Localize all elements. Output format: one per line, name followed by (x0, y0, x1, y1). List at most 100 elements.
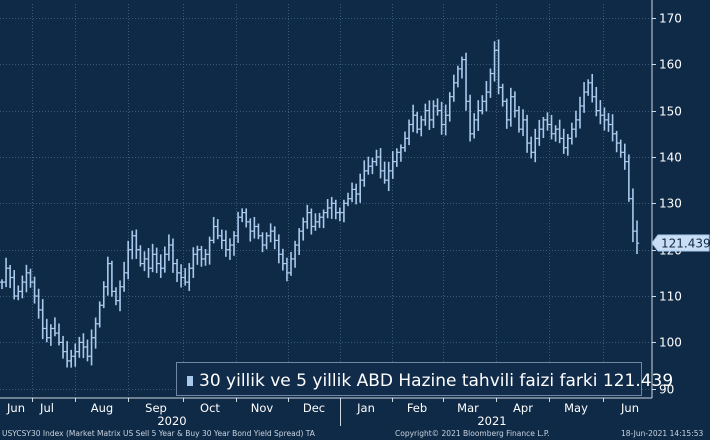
price-bar (590, 73, 595, 103)
price-bar (508, 87, 514, 127)
price-bar (463, 52, 469, 111)
price-bar (419, 115, 424, 137)
price-bar (362, 160, 367, 187)
price-bar (77, 336, 82, 358)
price-bar (187, 263, 192, 291)
price-bar (280, 248, 286, 271)
price-bar (410, 104, 416, 133)
price-bar (565, 134, 571, 156)
price-bar (366, 156, 371, 175)
price-bar (626, 154, 632, 202)
price-bar (272, 226, 277, 250)
y-tick-label: 160 (659, 58, 682, 72)
axis-layer: 90100110120130140150160170JunJulAugSepOc… (0, 0, 710, 428)
grid-layer (0, 4, 652, 398)
price-bar (142, 251, 147, 272)
footer-ticker-description: USYCSY30 Index (Market Matrix US Sell 5 … (2, 429, 315, 438)
price-bar (12, 270, 17, 300)
price-bar (549, 114, 554, 140)
price-bar (89, 329, 94, 366)
price-bar (207, 236, 212, 265)
price-bar (398, 144, 404, 162)
price-bar (64, 341, 70, 368)
price-bar (60, 335, 66, 359)
price-bar (130, 230, 135, 260)
footer-copyright: Copyright© 2021 Bloomberg Finance L.P. (395, 429, 550, 438)
price-bar (252, 216, 257, 239)
legend-value: 121.439 (602, 371, 674, 391)
price-bar (288, 251, 294, 276)
price-bar (68, 349, 74, 368)
price-bar (48, 324, 54, 346)
price-bar (170, 238, 176, 273)
price-bar (44, 318, 49, 343)
price-bar (219, 229, 225, 250)
price-bar (423, 103, 428, 126)
price-bar (561, 128, 566, 154)
price-bar (276, 234, 281, 264)
year-label: 2021 (477, 414, 506, 428)
price-bar (235, 211, 241, 243)
price-bar (73, 343, 78, 367)
price-bar (414, 111, 420, 134)
price-bar (28, 268, 33, 288)
x-tick-label: Nov (251, 401, 274, 415)
price-bar (390, 151, 395, 179)
price-bar (480, 95, 485, 115)
price-bar (553, 125, 558, 142)
price-bar (105, 256, 111, 296)
x-tick-label: Sep (145, 401, 167, 415)
price-bar (353, 183, 359, 205)
price-bar (402, 131, 408, 152)
price-bar (93, 317, 98, 349)
x-tick-label: Jun (620, 401, 639, 415)
price-bar (435, 98, 440, 116)
price-bar (488, 68, 493, 98)
price-bar (431, 100, 436, 129)
last-value-label: 121.439 (661, 237, 710, 251)
price-bar (101, 281, 106, 309)
price-bar (581, 82, 587, 113)
price-bar (406, 119, 412, 146)
price-bar (594, 86, 599, 117)
price-bar (113, 287, 119, 306)
price-bar (296, 228, 302, 256)
price-bar (545, 112, 550, 131)
price-bar (178, 264, 184, 288)
price-bar (476, 100, 481, 131)
price-bar (606, 113, 611, 132)
price-bars (0, 39, 640, 368)
price-bar (244, 208, 249, 228)
price-bar (317, 212, 322, 228)
price-bar (533, 128, 538, 163)
price-bar (24, 264, 29, 293)
price-bar (394, 148, 400, 167)
price-bar (20, 275, 25, 299)
price-bar (134, 229, 139, 259)
price-bar (378, 148, 383, 179)
price-bar (524, 114, 530, 153)
price-bar (471, 113, 477, 139)
price-bar (500, 83, 505, 107)
price-bar (577, 96, 583, 129)
price-bar (203, 249, 208, 266)
price-bar (182, 268, 188, 286)
legend-label: 30 yillik ve 5 yillik ABD Hazine tahvili… (199, 371, 598, 391)
price-bar (541, 116, 546, 139)
price-bar (484, 80, 489, 112)
price-bar (386, 161, 391, 192)
x-tick-label: Aug (91, 401, 113, 415)
price-bar (455, 65, 461, 88)
price-bar (329, 196, 334, 219)
price-bar (337, 207, 343, 222)
price-bar (256, 223, 261, 240)
y-tick-label: 130 (659, 197, 682, 211)
price-bar (81, 333, 86, 359)
y-tick-label: 150 (659, 105, 682, 119)
price-bar (520, 109, 526, 137)
x-tick-label: May (564, 401, 588, 415)
price-bar (504, 98, 509, 129)
y-tick-label: 100 (659, 336, 682, 350)
legend-swatch (187, 376, 193, 386)
